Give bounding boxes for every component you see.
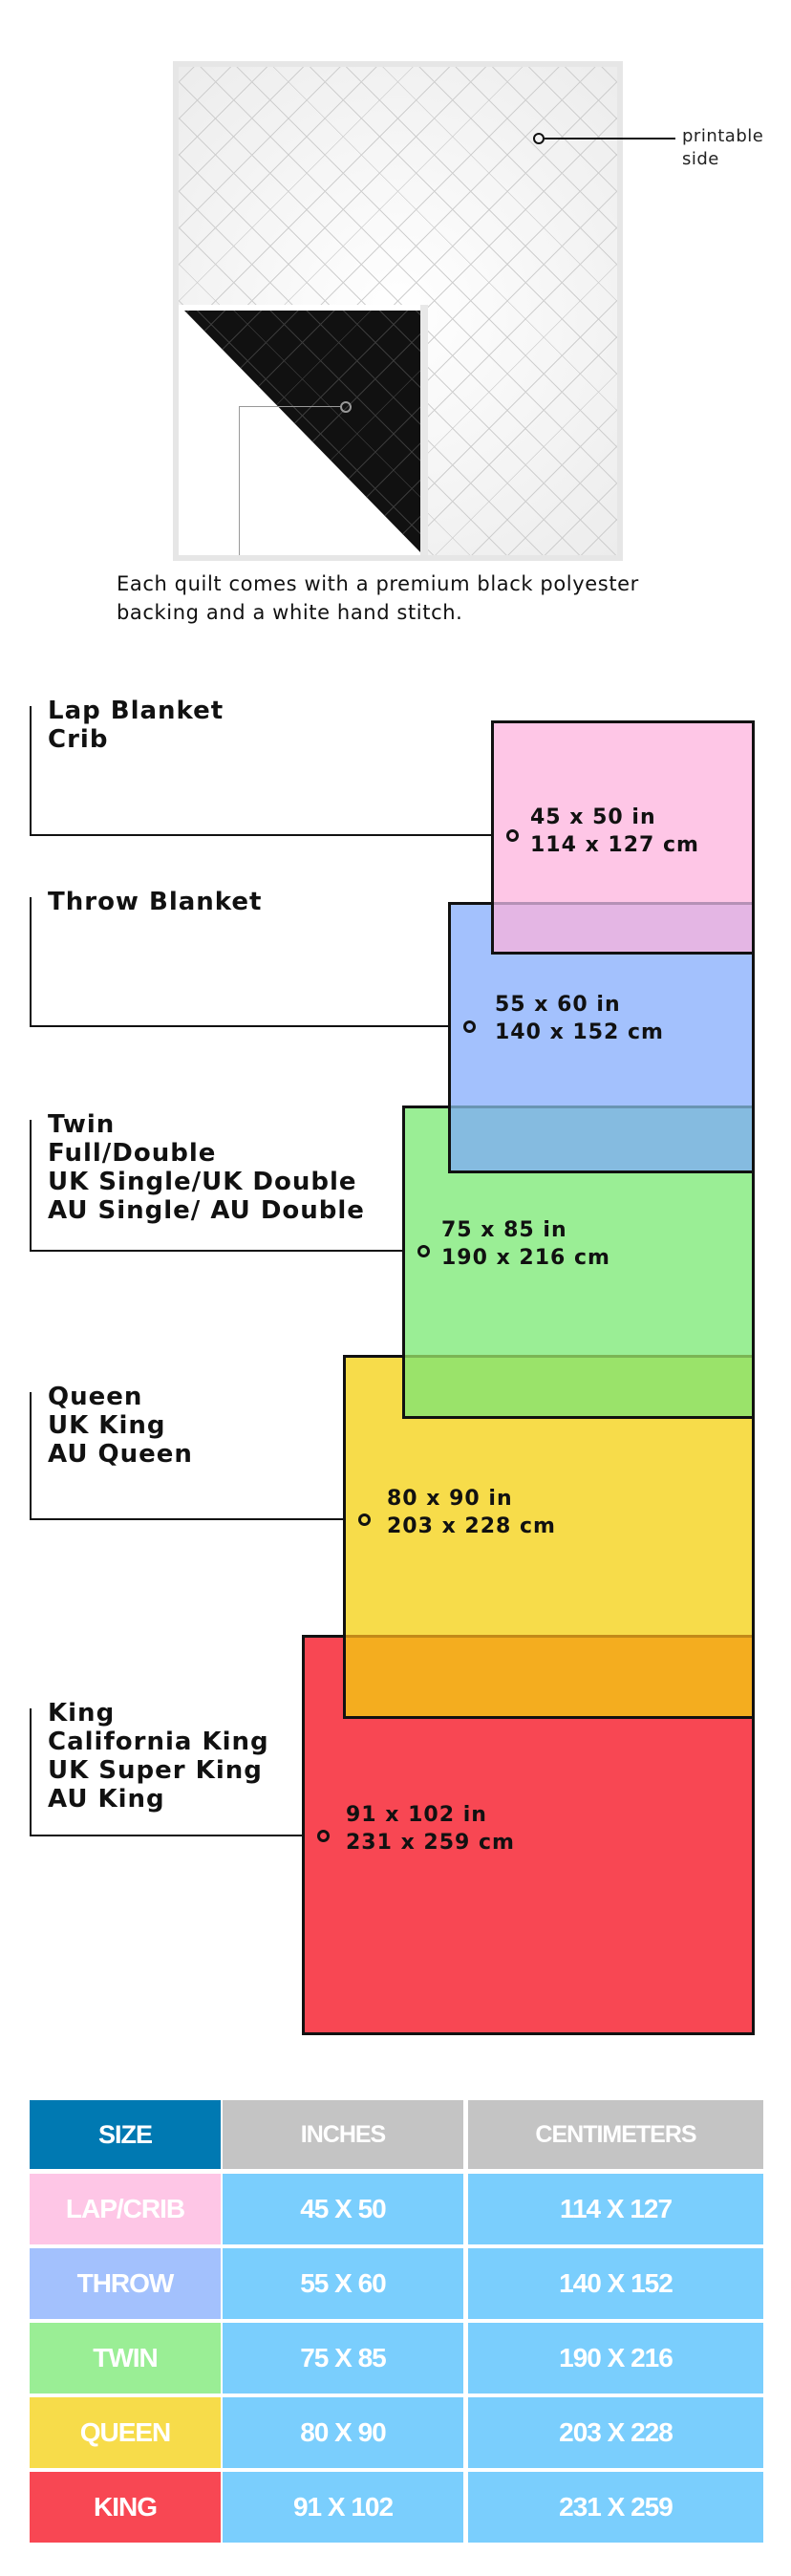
table-cell-inches: 45 X 50: [223, 2174, 463, 2244]
backing-pointer-dot: [340, 401, 352, 413]
caption-line: backing and a white hand stitch.: [117, 601, 463, 624]
size-cm: 114 x 127 cm: [530, 833, 699, 857]
size-inches: 80 x 90 in: [387, 1487, 513, 1511]
size-cm: 190 x 216 cm: [441, 1246, 610, 1270]
size-cm: 203 x 228 cm: [387, 1514, 556, 1538]
size-names-label: Queen UK King AU Queen: [48, 1383, 193, 1469]
printable-pointer-line: [545, 138, 675, 140]
label-bracket-line: [30, 1250, 402, 1252]
label-bracket-vertical: [30, 1392, 32, 1519]
table-cell-cm: 231 X 259: [468, 2472, 763, 2543]
size-cm: 140 x 152 cm: [495, 1020, 664, 1044]
table-cell-cm: 114 X 127: [468, 2174, 763, 2244]
quilt-caption: Each quilt comes with a premium black po…: [117, 569, 639, 627]
pointer-dot: [506, 829, 519, 842]
overlap-region: [405, 1355, 752, 1416]
quilt-fold-edge: [420, 305, 428, 555]
pointer-dot: [358, 1513, 371, 1526]
label-bracket-vertical: [30, 1708, 32, 1835]
table-cell-size: LAP/CRIB: [30, 2174, 221, 2244]
size-names-label: Lap Blanket Crib: [48, 697, 224, 754]
size-inches: 75 x 85 in: [441, 1218, 567, 1242]
size-names-label: King California King UK Super King AU Ki…: [48, 1699, 269, 1814]
table-header-centimeters: CENTIMETERS: [468, 2100, 763, 2169]
size-inches: 55 x 60 in: [495, 993, 621, 1017]
label-bracket-line: [30, 1835, 302, 1836]
table-cell-size: KING: [30, 2472, 221, 2543]
size-cm: 231 x 259 cm: [346, 1831, 515, 1855]
size-names-label: Throw Blanket: [48, 888, 263, 916]
backing-pointer-line-vertical: [239, 406, 240, 555]
overlap-region: [451, 1106, 752, 1170]
size-names-label: Twin Full/Double UK Single/UK Double AU …: [48, 1110, 365, 1225]
pointer-dot: [417, 1245, 430, 1257]
printable-side-label: printable side: [682, 126, 764, 169]
table-cell-inches: 91 X 102: [223, 2472, 463, 2543]
table-cell-size: THROW: [30, 2248, 221, 2319]
table-header-size: SIZE: [30, 2100, 221, 2169]
caption-line: Each quilt comes with a premium black po…: [117, 572, 639, 595]
table-header-inches: INCHES: [223, 2100, 463, 2169]
label-bracket-line: [30, 834, 491, 836]
label-bracket-vertical: [30, 706, 32, 835]
table-cell-size: TWIN: [30, 2323, 221, 2394]
pointer-dot: [463, 1020, 476, 1033]
table-cell-cm: 203 X 228: [468, 2397, 763, 2468]
overlap-region: [346, 1635, 752, 1716]
table-cell-inches: 55 X 60: [223, 2248, 463, 2319]
pointer-dot: [317, 1830, 330, 1842]
table-cell-inches: 80 X 90: [223, 2397, 463, 2468]
size-inches: 45 x 50 in: [530, 805, 656, 829]
label-bracket-line: [30, 1025, 448, 1027]
printable-pointer-dot: [533, 133, 545, 144]
backing-pointer-line: [239, 406, 340, 407]
label-bracket-line: [30, 1518, 343, 1520]
table-cell-cm: 140 X 152: [468, 2248, 763, 2319]
label-bracket-vertical: [30, 897, 32, 1026]
size-inches: 91 x 102 in: [346, 1803, 487, 1827]
table-cell-size: QUEEN: [30, 2397, 221, 2468]
label-bracket-vertical: [30, 1120, 32, 1251]
table-cell-inches: 75 X 85: [223, 2323, 463, 2394]
overlap-region: [494, 902, 752, 952]
table-cell-cm: 190 X 216: [468, 2323, 763, 2394]
